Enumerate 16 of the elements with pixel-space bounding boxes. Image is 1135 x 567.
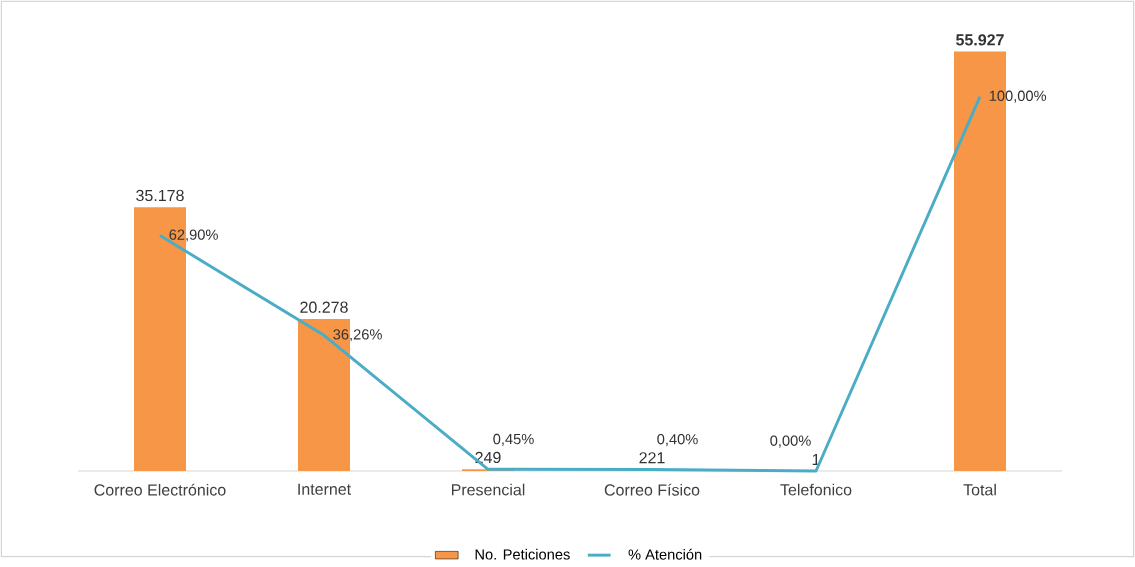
data-label: 249 (475, 451, 501, 464)
data-label: 55.927 (956, 34, 1004, 46)
x-tick-label: Total (963, 483, 996, 496)
x-tick-label: Internet (298, 483, 352, 495)
data-label: 0,00% (770, 435, 811, 448)
data-label: 221 (639, 452, 665, 464)
data-label: 0,40% (657, 434, 698, 447)
legend-label: No. Peticiones (475, 548, 570, 560)
x-tick-label: Telefonico (780, 483, 852, 496)
data-label: 20.278 (300, 301, 348, 313)
legend-label: % Atención (628, 548, 702, 560)
data-label: 0,45% (493, 433, 534, 446)
x-tick-label: Correo Electrónico (94, 483, 226, 496)
x-tick-label: Correo Físico (604, 483, 700, 496)
data-label: 35.178 (136, 189, 184, 202)
x-tick-label: Presencial (451, 483, 525, 496)
